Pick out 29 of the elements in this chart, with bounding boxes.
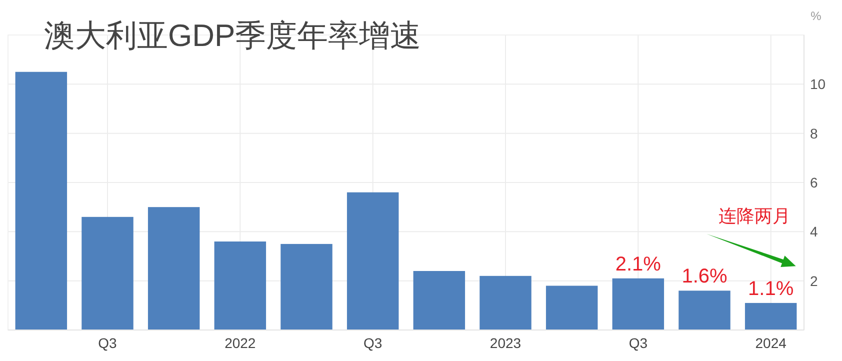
bar: [480, 276, 532, 330]
bar: [214, 242, 266, 330]
x-tick-label: 2022: [224, 335, 256, 351]
x-tick-label: 2024: [755, 335, 787, 351]
x-tick-label: Q3: [98, 335, 118, 351]
bar: [148, 207, 200, 330]
bar: [15, 72, 68, 330]
annotation: 连降两月: [718, 206, 790, 226]
bar: [346, 192, 399, 330]
y-tick-label: 6: [810, 174, 818, 190]
bar: [546, 286, 598, 330]
x-tick-label: Q3: [628, 335, 648, 351]
y-axis-title: %: [810, 9, 822, 23]
bar: [280, 244, 332, 330]
y-tick-label: 10: [810, 76, 826, 92]
data-label: 1.1%: [748, 278, 794, 300]
chart-title: 澳大利亚GDP季度年率增速: [44, 18, 422, 53]
bar: [744, 302, 797, 330]
bar: [612, 278, 664, 330]
bar: [82, 216, 134, 330]
y-tick-label: 4: [810, 224, 818, 240]
y-tick-label: 2: [810, 272, 818, 289]
bar: [678, 290, 730, 330]
data-label: 1.6%: [682, 266, 728, 288]
x-tick-label: 2023: [490, 335, 522, 351]
bar: [413, 271, 466, 330]
x-tick-label: Q3: [363, 335, 382, 351]
data-label: 2.1%: [615, 253, 662, 276]
y-tick-label: 8: [810, 125, 818, 142]
